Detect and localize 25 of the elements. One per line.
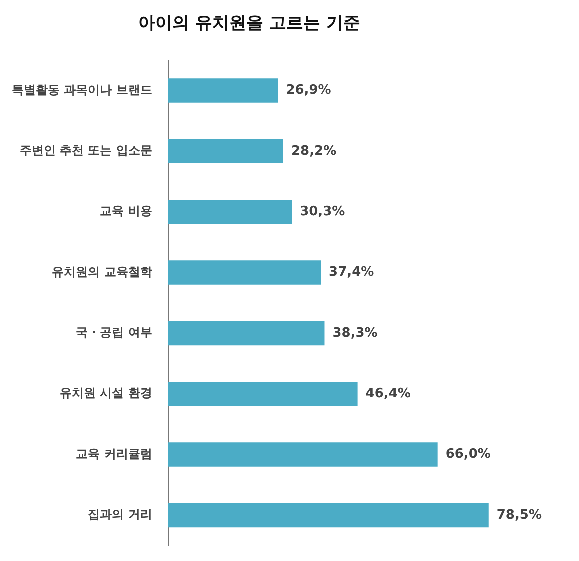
data-label: 78,5%	[496, 508, 542, 523]
chart-title: 아이의 유치원을 고르는 기준	[138, 14, 360, 34]
data-label: 38,3%	[332, 326, 378, 341]
bar	[168, 78, 278, 103]
data-label: 30,3%	[300, 204, 346, 220]
y-tick-label: 집과의 거리	[88, 508, 152, 522]
bar	[168, 200, 292, 224]
data-label: 37,4%	[329, 265, 374, 280]
bar	[168, 503, 489, 528]
y-tick-label: 주변인 추천 또는 입소문	[20, 144, 152, 158]
y-tick-label: 특별활동 과목이나 브랜드	[12, 82, 152, 97]
bar	[168, 260, 322, 285]
y-tick-label: 유치원 시설 환경	[60, 386, 152, 400]
y-tick-label: 교육 커리큘럼	[76, 446, 152, 461]
data-label: 28,2%	[292, 144, 337, 159]
y-tick-label: 유치원의 교육철학	[52, 264, 152, 279]
bar	[168, 321, 325, 346]
data-label: 46,4%	[366, 386, 411, 402]
data-label: 26,9%	[286, 83, 332, 98]
y-tick-label: 교육 비용	[100, 204, 152, 218]
data-label: 66,0%	[446, 447, 491, 462]
bar	[168, 382, 358, 406]
bar	[168, 139, 284, 164]
y-tick-label: 국・공립 여부	[76, 326, 152, 340]
bar	[168, 442, 438, 467]
